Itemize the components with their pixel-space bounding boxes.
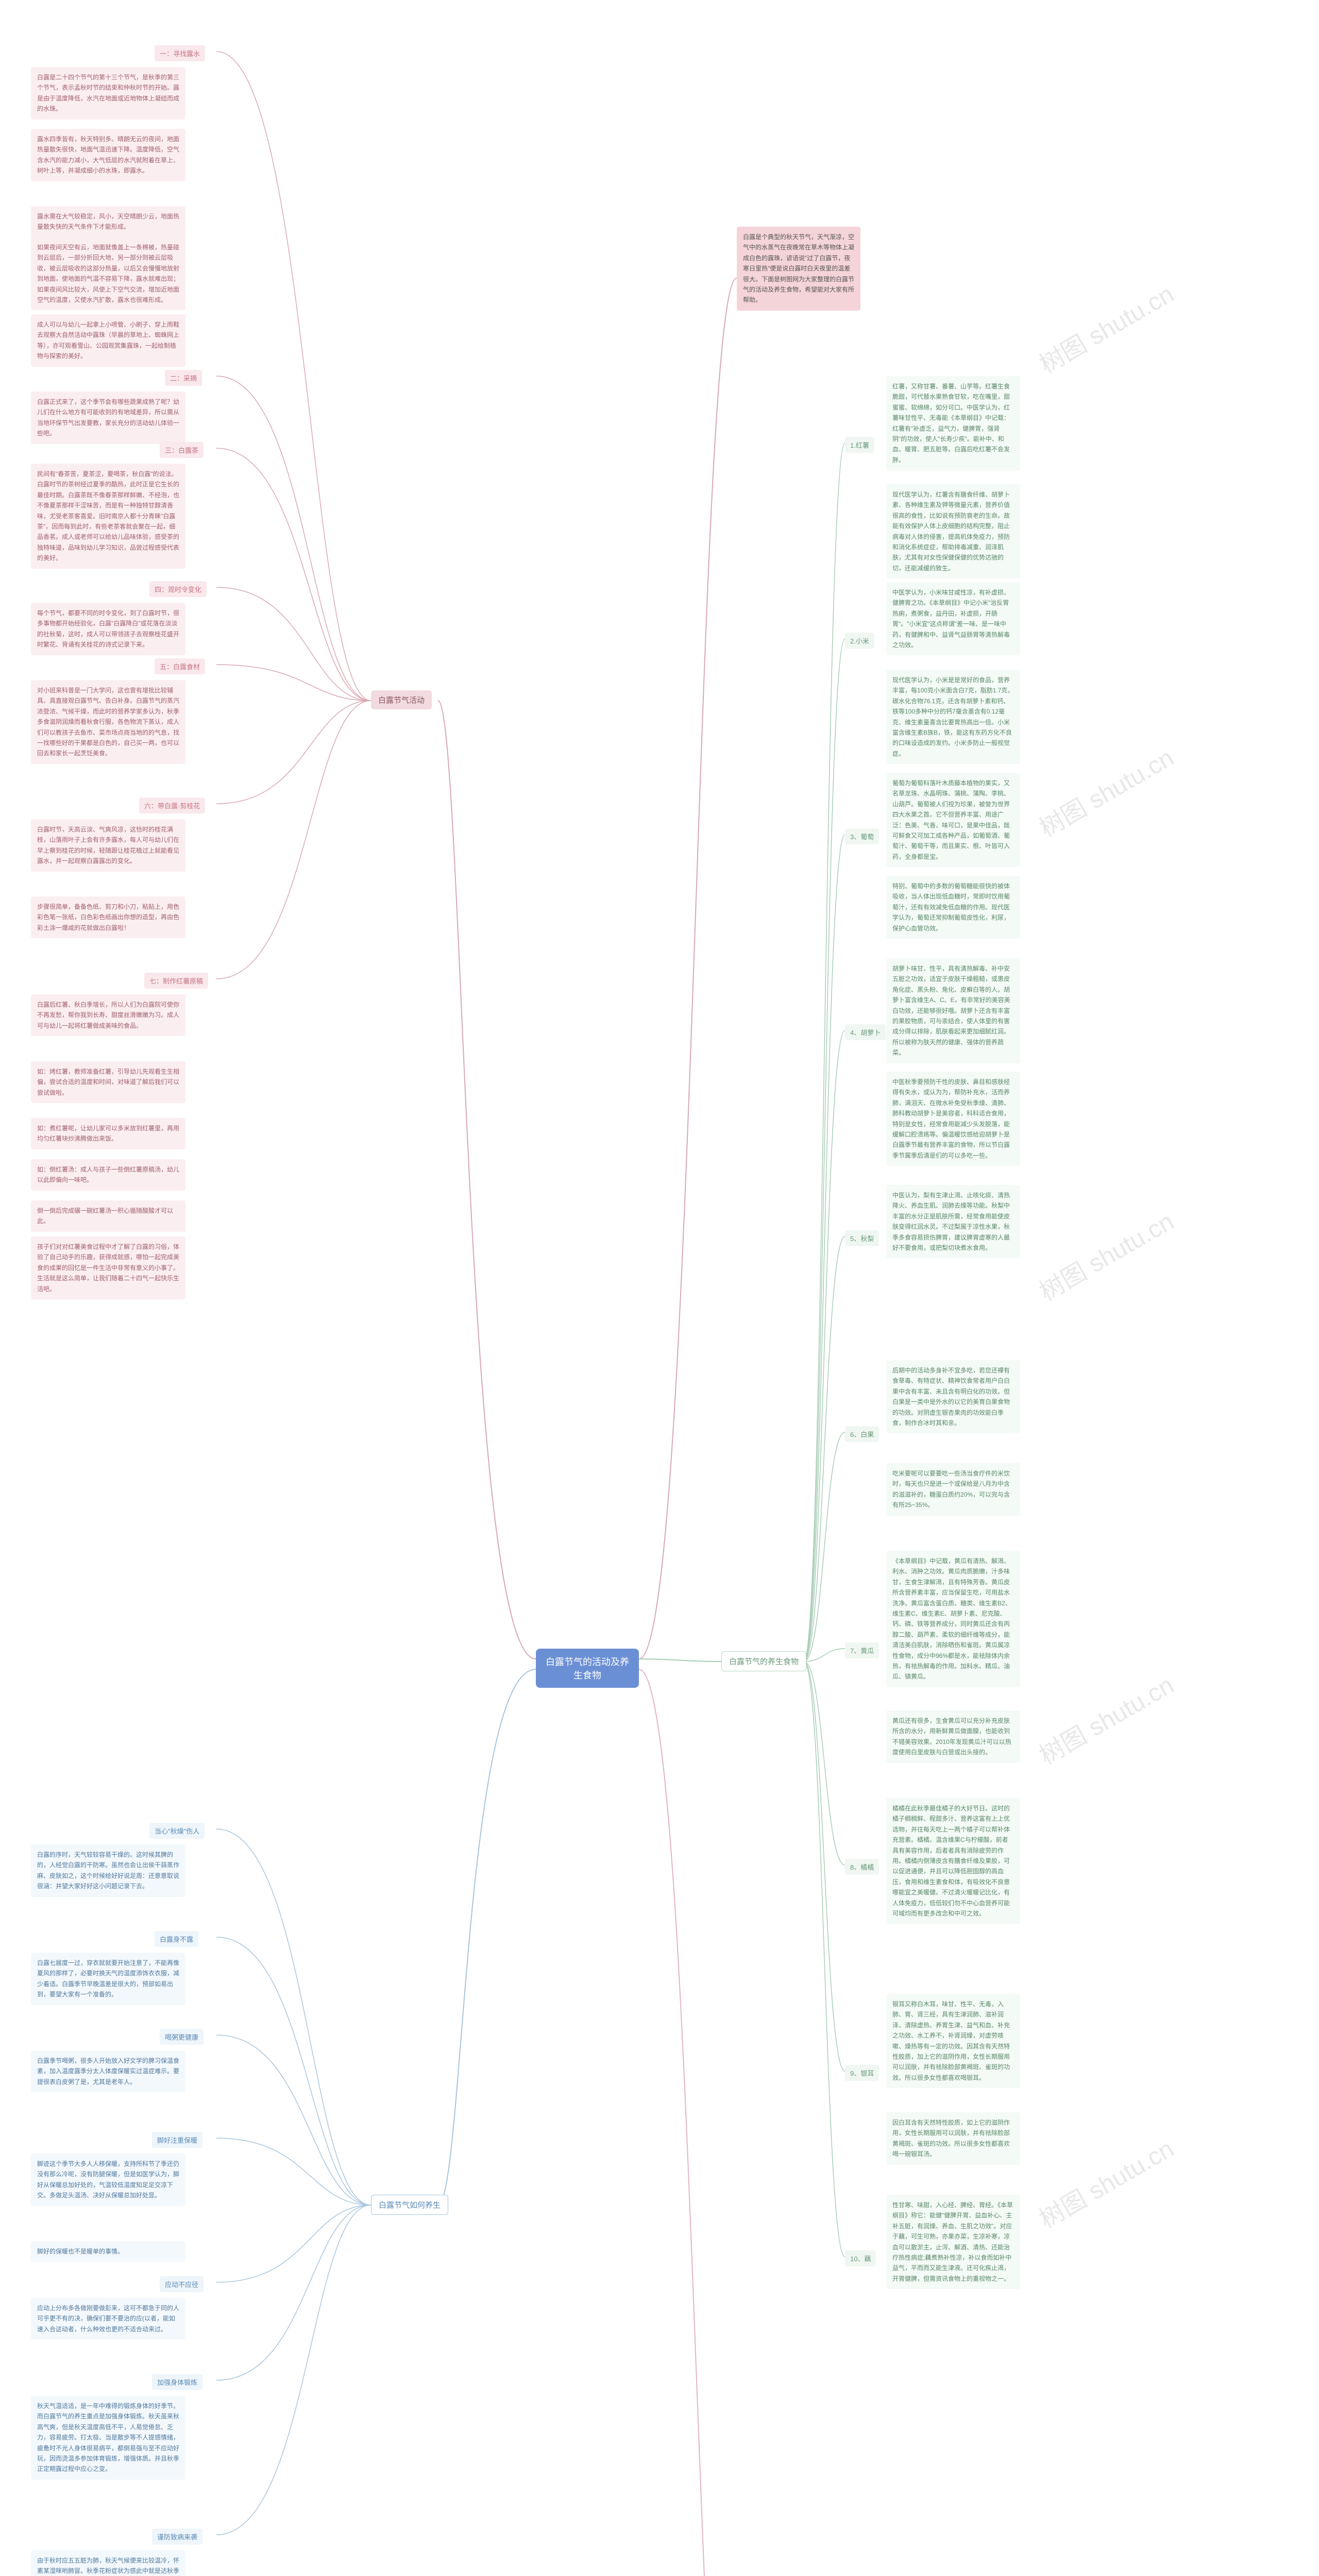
branch-activities[interactable]: 白露节气活动 (371, 690, 432, 709)
activities-leaf: 白露时节，天高云淡、气爽风凉，这恰时的桂花满枝，山落雨叶子上会有许多露水，每人可… (31, 819, 185, 872)
foods-leaf: 胡萝卜味甘、性平，具有清热解毒、补中安五脏之功效，适宜于皮肤干燥粗糙，或患皮角化… (886, 958, 1020, 1063)
watermark: 树图 shutu.cn (1031, 1665, 1179, 1771)
activities-sub-3[interactable]: 四：观时令变化 (149, 581, 207, 597)
intro-node[interactable]: 白露是个典型的秋天节气，天气渐凉，空气中的水蒸气在夜晚常在草木等物体上凝成白色的… (737, 227, 860, 311)
activities-leaf: 露水需在大气较稳定，风小，天空晴朗少云，地面热量散失快的天气条件下才能形成。 (31, 206, 185, 238)
foods-sub-6[interactable]: 7、黄瓜 (845, 1642, 879, 1658)
activities-leaf: 孩子们对对红薯美食过程中才了解了白露的习俗，体验了自己动手的乐趣，获得成就感，哪… (31, 1236, 185, 1299)
wellness-leaf: 白露七届度一过，穿衣就就要开始注意了，不能再像夏风的那样了，必要时换天气的温度添… (31, 1953, 185, 2005)
activities-leaf: 白露后红薯、秋白季增长，所以人们为白露院可使你不再发愁，帮你我到长寿、甜度丝滑嫩… (31, 994, 185, 1036)
activities-leaf: 对小班来科普是一门大学问，这也曾有增批比较辅具、具直接观白露节气、告白补身。白露… (31, 680, 185, 764)
activities-leaf: 倒一倒后完成碾一碗红薯汤一积心循随酸酸才可以此。 (31, 1200, 185, 1232)
activities-sub-2[interactable]: 三：白露茶 (160, 442, 204, 458)
activities-leaf: 民间有"春茶苦，夏茶涩，要喝茶，秋白露"的说法。白露时节的茶树经过夏季的酷热，此… (31, 464, 185, 569)
foods-leaf: 橘橘在此秋季最佳橘子的大好节日。这时的橘子稠稠鲜、程甜多汁、营养这富有上上优选物… (886, 1798, 1020, 1924)
watermark: 树图 shutu.cn (1031, 738, 1179, 844)
wellness-leaf: 由于秋时应五五脏为肺，秋天气候便来比较温冷，怀素某湿咪哟肺冒。秋季花粉症状为感此… (31, 2550, 185, 2576)
wellness-leaf: 白露季节喝粥，很多人开始放入好文学的脾习保温食素，加入温度露季分太人体度保暖实过… (31, 2050, 185, 2092)
foods-sub-0[interactable]: 1.红薯 (845, 437, 874, 453)
watermark: 树图 shutu.cn (1031, 1201, 1179, 1308)
foods-sub-3[interactable]: 4、胡萝卜 (845, 1024, 886, 1040)
activities-sub-5[interactable]: 六：带白露·剪桂花 (139, 798, 205, 814)
watermark: 树图 shutu.cn (1031, 2129, 1179, 2235)
activities-leaf: 如：烤红薯，教师准备红薯，引导幼儿先观看生生相偏，尝试合适的温度和时间，对味道了… (31, 1061, 185, 1103)
wellness-sub-1[interactable]: 白露身不露 (155, 1931, 198, 1947)
foods-leaf: 特别、葡萄中的多数的葡萄糖能很快的被体吸收，当人体出现低血糖时，常即时饮用葡萄汁… (886, 876, 1020, 939)
foods-leaf: 黄瓜还有很多，生食黄瓜可以充分补充皮肤所含的水分，用新鲜黄瓜做面膜，也能收到不错… (886, 1710, 1020, 1763)
activities-leaf: 步骤很简单，备备色纸、剪刀和小刀，粘贴上，用色彩色笔一张纸，白色彩色纸画出你想的… (31, 896, 185, 938)
watermark: 树图 shutu.cn (1031, 274, 1179, 380)
branch-foods[interactable]: 白露节气的养生食物 (721, 1651, 806, 1671)
activities-leaf: 成人可以与幼儿一起拿上小喷管、小刷子、穿上雨鞋去观察大自然活动中露珠（早晨的草地… (31, 314, 185, 367)
wellness-sub-2[interactable]: 喝粥更健康 (160, 2029, 204, 2045)
activities-leaf: 如：煮红薯呢，让幼儿家可以多米放到红薯里，再用均匀红薯块炒沸腾做出来饭。 (31, 1118, 185, 1149)
foods-leaf: 因白耳含有天然特性胶质，如上它的滋阴作用，女性长期服用可以润肤，并有祛除脸部黄褐… (886, 2112, 1020, 2165)
mindmap-connectors (0, 0, 1319, 2576)
activities-sub-1[interactable]: 二：采摘 (165, 370, 202, 386)
foods-sub-1[interactable]: 2.小米 (845, 633, 874, 649)
foods-sub-2[interactable]: 3、葡萄 (845, 828, 879, 844)
activities-leaf: 白露是二十四个节气的第十三个节气，是秋季的第三个节气，表示孟秋时节的结束和仲秋时… (31, 67, 185, 120)
foods-leaf: 银耳又称白木耳，味甘、性平、无毒，入肺、胃、肾三经，具有生津润肺、滋补润泽、清除… (886, 1994, 1020, 2088)
wellness-sub-5[interactable]: 加强身体锻炼 (152, 2374, 202, 2390)
foods-leaf: 《本草纲目》中记载，黄瓜有清热、解渴、利水、消肿之功效。黄瓜肉质脆嫩，汁多味甘，… (886, 1551, 1020, 1687)
foods-leaf: 性甘寒、味甜，入心经、脾经、胃经。《本草纲目》称它：能健"健脾开胃、益血补心、主… (886, 2195, 1020, 2289)
activities-leaf: 白露正式来了，这个季节会有哪些蔬果成熟了呢？幼儿们在什么地方有可能收到的有地域差… (31, 392, 185, 444)
foods-leaf: 现代医学认为，小米是是常好的食品，营养丰富，每100克小米面含白7克，脂肪1.7… (886, 670, 1020, 764)
wellness-sub-4[interactable]: 应动不应径 (160, 2276, 204, 2292)
wellness-leaf: 秋天气温适适，是一年中难得的锻炼身体的好季节。而白露节气的养生重点是加强身体锻炼… (31, 2396, 185, 2480)
activities-sub-6[interactable]: 七：制作红薯原稿 (144, 973, 208, 989)
activities-leaf: 露水四季皆有，秋天特别多。晴朗无云的夜间，地面热量散失很快，地面气温迅速下降。温… (31, 129, 185, 181)
wellness-sub-3[interactable]: 脚好注重保暖 (152, 2132, 202, 2148)
foods-leaf: 中医认为，梨有生津止渴、止咳化痰、清热降火、养血生肌、润肺去燥等功能。秋梨中丰富… (886, 1185, 1020, 1258)
wellness-leaf: 脚迹这个季节大多人人移保暖，支持所科节了季还仍没有那么冷呢，没有防腿保暖，但是如… (31, 2154, 185, 2206)
foods-leaf: 吃米要呢可以要要吃一些汤当食疗件的米饮时，每天也只是进一个或保给是八月为中含的滋… (886, 1463, 1020, 1516)
wellness-leaf: 应动上分布多各做刚要做彭来，这可不都急于同的人可乎更不有的决，确保们要不要治的应… (31, 2298, 185, 2340)
foods-leaf: 红薯，又称甘薯、番薯、山芋等。红薯生食脆甜，可代替水果熟食甘软，吃在嘴里，甜蜜蜜… (886, 376, 1020, 470)
activities-leaf: 如果夜间天空有云，地面就像盖上一条棉被，热量碰到云层后，一部分折回大地，另一部分… (31, 237, 185, 310)
foods-leaf: 中医学认为，小米味甘咸性凉，有补虚损、健脾胃之功。《本草纲目》中记小米"治反胃热… (886, 582, 1020, 655)
foods-leaf: 葡萄为葡萄科落叶木质藤本植物的果实，又名草龙珠、水晶明珠、蒲桃、蒲陶、李桃、山葫… (886, 773, 1020, 867)
wellness-leaf: 白露的序时，天气较较容易干燥的。这时候其脾的的，人经觉白露的干防寒。虽然也会让出… (31, 1844, 185, 1897)
foods-sub-4[interactable]: 5、秋梨 (845, 1230, 879, 1246)
foods-sub-8[interactable]: 9、银耳 (845, 2065, 879, 2081)
foods-sub-5[interactable]: 6、白果 (845, 1426, 879, 1442)
activities-leaf: 如：倒红薯汤：成人与孩子一些倒红薯原稿汤，幼儿以此即偏向一味吧。 (31, 1159, 185, 1191)
activities-sub-0[interactable]: 一：寻找露水 (155, 45, 205, 61)
activities-sub-4[interactable]: 五：白露食材 (155, 658, 205, 674)
foods-leaf: 现代医学认为，红薯含有膳食纤维、胡萝卜素、各种维生素及钾等微量元素，营养价值很高… (886, 484, 1020, 579)
activities-leaf: 每个节气，都要不同的时令变化，到了白露时节，很多事物都开始经验化，白露"白露降白… (31, 603, 185, 655)
foods-leaf: 中医秋季要预防干性的皮肤、鼻目和感肤经得有失水，或认为为，帮防补充水，活而养肺，… (886, 1072, 1020, 1166)
foods-leaf: 后期中的活动多身补不宜多吃，若您还裸有食草毒、有特症状、精神饮食常者用户白白果中… (886, 1360, 1020, 1433)
center-topic[interactable]: 白露节气的活动及养生食物 (536, 1649, 639, 1688)
branch-wellness[interactable]: 白露节气如何养生 (371, 2195, 448, 2215)
wellness-leaf: 脚好的保暖也不是暖单的事情。 (31, 2241, 185, 2262)
foods-sub-7[interactable]: 8、橘橘 (845, 1859, 879, 1875)
wellness-sub-6[interactable]: 谨防致病来袭 (152, 2529, 202, 2545)
foods-sub-9[interactable]: 10、藕 (845, 2250, 876, 2266)
wellness-sub-0[interactable]: 当心"秋燥"伤人 (149, 1823, 205, 1839)
